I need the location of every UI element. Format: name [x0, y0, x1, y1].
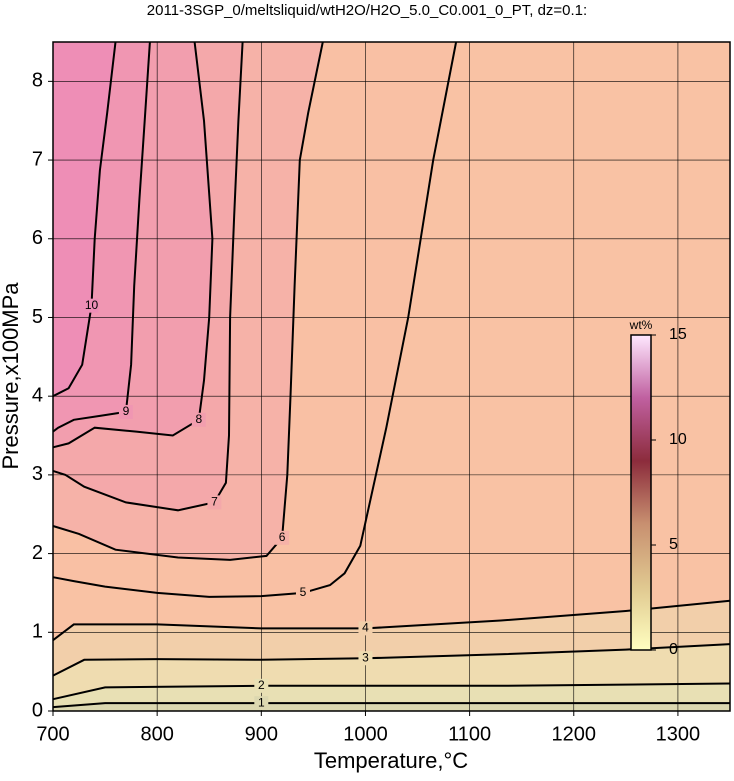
colorbar-tick-label: 15: [669, 326, 687, 343]
y-tick-label: 2: [32, 542, 43, 564]
contour-label: 3: [362, 650, 369, 664]
contour-label-box: [254, 696, 269, 711]
contour-label: 5: [300, 585, 307, 599]
colorbar-tick-label: 0: [669, 641, 678, 658]
contour-label: 1: [258, 695, 265, 709]
contour-label: 2: [258, 678, 265, 692]
y-tick-label: 5: [32, 306, 43, 328]
contour-label-box: [191, 412, 206, 427]
y-tick-label: 3: [32, 463, 43, 485]
contour-label: 10: [85, 298, 99, 312]
x-tick-label: 800: [140, 723, 173, 745]
contour-label-box: [358, 651, 373, 666]
y-tick-label: 6: [32, 227, 43, 249]
y-tick-label: 7: [32, 148, 43, 170]
x-tick-label: 1000: [343, 723, 388, 745]
y-tick-label: 4: [32, 384, 43, 406]
contour-label: 8: [195, 412, 202, 426]
contour-fill: [53, 703, 730, 711]
x-axis-label: Temperature,°C: [314, 748, 468, 773]
contour-label-box: [118, 404, 133, 419]
contour-label: 7: [211, 495, 218, 509]
contour-label: 9: [123, 404, 130, 418]
y-tick-label: 0: [32, 699, 43, 721]
y-axis-label: Pressure,x100MPa: [0, 282, 23, 470]
x-tick-label: 1300: [656, 723, 701, 745]
contour-label-box: [254, 678, 269, 693]
chart-title: 2011-3SGP_0/meltsliquid/wtH2O/H2O_5.0_C0…: [147, 2, 587, 19]
contour-line: [52, 41, 458, 598]
colorbar-label: wt%: [629, 318, 653, 332]
contour-label-box: [295, 585, 310, 600]
contour-label-box: [207, 495, 222, 510]
contour-label: 4: [362, 621, 369, 635]
plot-frame: [52, 41, 731, 712]
contour-label-box: [358, 621, 373, 636]
contour-line: [52, 599, 731, 641]
contour-fill: [53, 42, 116, 397]
contour-label: 6: [279, 530, 286, 544]
x-tick-label: 1100: [448, 723, 491, 745]
x-tick-label: 1200: [552, 723, 597, 745]
contour-label-box: [84, 298, 99, 313]
contour-line: [52, 41, 151, 433]
colorbar-tick-label: 10: [669, 431, 687, 448]
y-tick-label: 1: [32, 621, 43, 643]
contour-label-box: [275, 530, 290, 545]
x-tick-label: 900: [245, 723, 278, 745]
x-tick-label: 700: [36, 723, 69, 745]
colorbar: [630, 334, 652, 651]
contour-line: [52, 41, 244, 512]
y-tick-label: 8: [32, 70, 43, 92]
contour-line: [52, 41, 117, 398]
contour-line: [52, 643, 731, 677]
colorbar-tick-label: 5: [669, 536, 678, 553]
